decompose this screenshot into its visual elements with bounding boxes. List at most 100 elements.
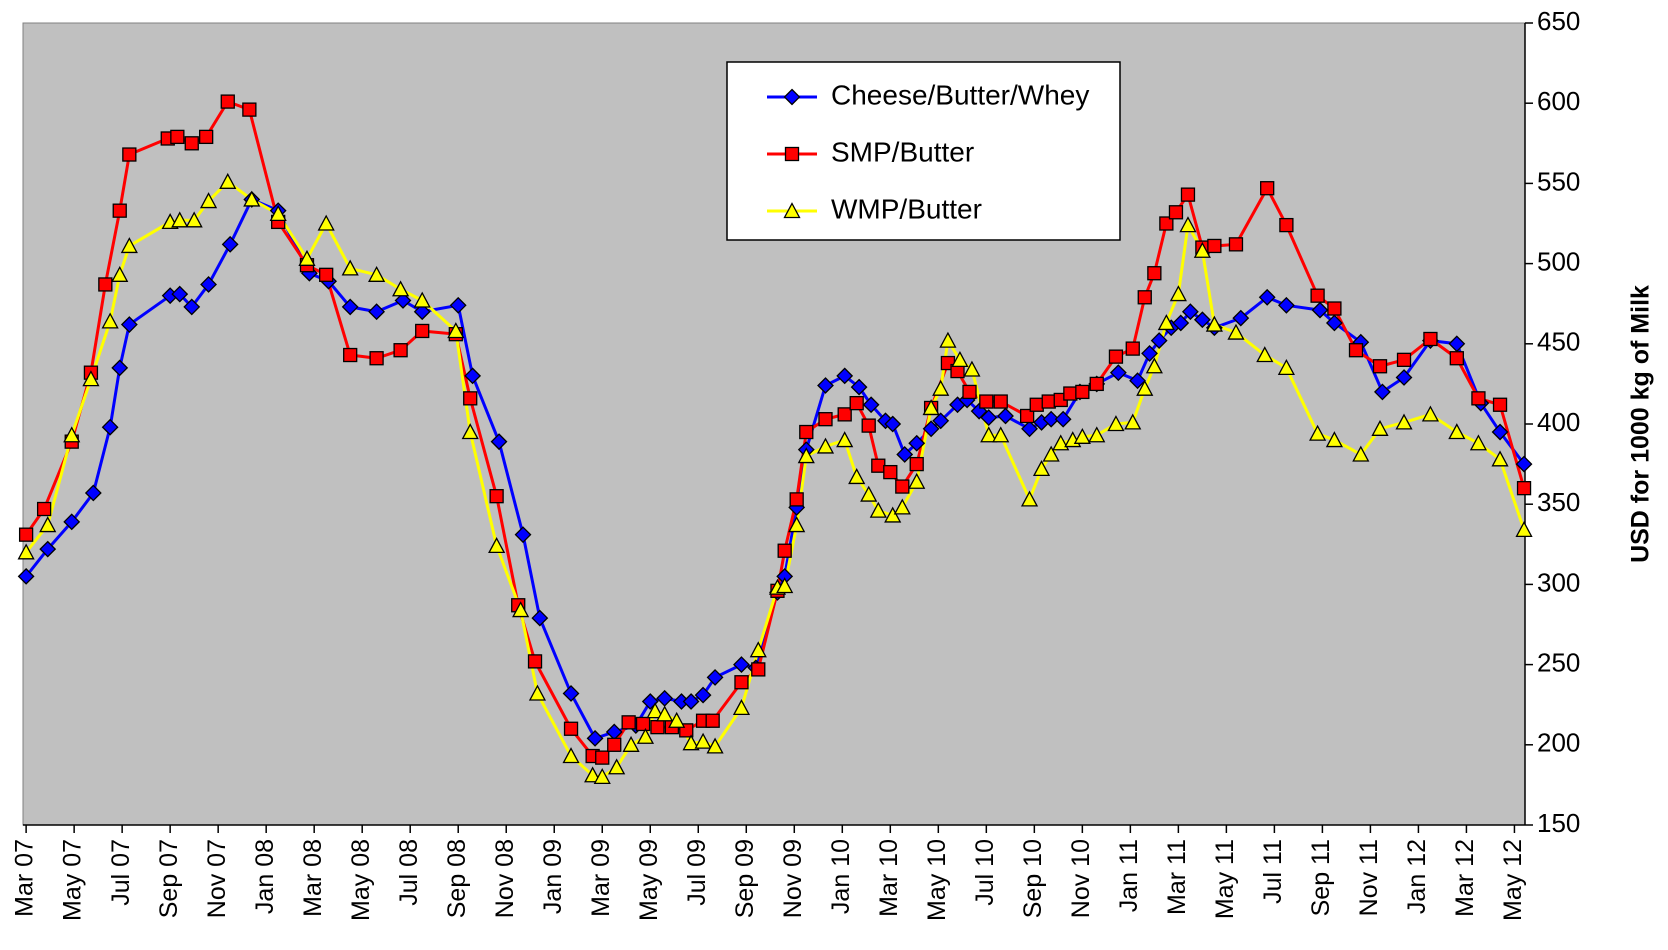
marker: [734, 675, 749, 690]
marker: [980, 409, 998, 427]
x-tick-label: May 10: [923, 839, 951, 921]
marker: [1193, 311, 1211, 329]
x-tick-label: Nov 11: [1355, 839, 1383, 916]
marker: [694, 686, 712, 704]
marker: [862, 396, 880, 414]
marker: [608, 758, 626, 775]
marker: [799, 424, 814, 440]
legend-label: Cheese/Butter/Whey: [831, 79, 1089, 110]
x-tick-label: Mar 10: [875, 839, 903, 917]
marker: [993, 394, 1008, 409]
marker: [184, 136, 199, 151]
marker: [199, 129, 214, 145]
x-tick-label: May 08: [347, 839, 375, 921]
marker: [393, 343, 408, 358]
marker: [17, 543, 35, 560]
x-tick-label: Sep 07: [155, 839, 183, 918]
marker: [368, 303, 386, 321]
x-tick-label: Mar 08: [299, 839, 327, 917]
marker: [1372, 359, 1388, 374]
marker: [636, 727, 655, 744]
marker: [1150, 332, 1168, 350]
y-tick-label: 550: [1537, 166, 1580, 196]
marker: [317, 214, 335, 231]
marker: [992, 426, 1010, 443]
marker: [489, 489, 504, 504]
legend-marker: [784, 146, 800, 162]
marker: [1088, 426, 1106, 443]
marker: [1193, 241, 1211, 258]
marker: [1491, 423, 1509, 441]
marker: [185, 211, 203, 228]
marker: [1373, 383, 1391, 401]
x-tick-label: Jan 09: [539, 839, 567, 914]
marker: [1052, 434, 1070, 451]
marker: [733, 656, 750, 674]
marker: [122, 147, 137, 162]
x-tick-label: Jan 12: [1403, 839, 1431, 914]
marker: [39, 540, 57, 558]
marker: [706, 669, 724, 686]
marker: [893, 498, 911, 515]
marker: [1279, 217, 1294, 233]
marker: [1125, 341, 1140, 356]
marker: [951, 350, 969, 367]
marker: [622, 735, 640, 752]
marker: [861, 418, 876, 433]
y-tick-label: 400: [1537, 407, 1580, 437]
marker: [1180, 187, 1196, 202]
marker: [1063, 386, 1078, 401]
marker: [797, 447, 815, 464]
marker: [932, 412, 950, 430]
marker: [1260, 181, 1275, 196]
marker: [84, 484, 102, 502]
marker: [1396, 352, 1412, 367]
marker: [751, 662, 766, 677]
marker: [171, 211, 189, 228]
marker: [1421, 405, 1440, 422]
marker: [922, 420, 940, 438]
marker: [98, 277, 113, 292]
marker: [584, 766, 602, 783]
y-tick-label: 650: [1537, 6, 1580, 36]
marker: [939, 331, 957, 348]
x-tick-label: Mar 07: [11, 839, 39, 917]
marker: [1089, 376, 1104, 392]
marker: [836, 367, 854, 385]
marker: [595, 750, 610, 765]
marker: [908, 434, 926, 452]
marker: [413, 291, 431, 308]
marker: [1448, 423, 1466, 440]
marker: [1073, 427, 1091, 444]
x-tick-label: Nov 09: [779, 839, 807, 918]
marker: [694, 732, 712, 749]
marker: [1019, 408, 1035, 424]
marker: [1021, 420, 1038, 438]
marker: [776, 577, 794, 594]
marker: [527, 654, 543, 669]
marker: [461, 423, 479, 440]
legend-label: SMP/Butter: [831, 136, 974, 167]
marker: [1172, 314, 1190, 332]
marker: [1109, 364, 1127, 382]
marker: [341, 298, 359, 316]
marker: [1107, 415, 1125, 432]
marker: [884, 415, 902, 433]
marker: [1179, 216, 1197, 233]
marker: [1168, 205, 1184, 220]
marker: [369, 351, 384, 366]
marker: [1277, 296, 1295, 314]
y-tick-label: 350: [1537, 487, 1580, 517]
marker: [219, 172, 237, 189]
x-tick-label: Sep 11: [1307, 839, 1335, 916]
marker: [682, 693, 700, 710]
marker: [1181, 303, 1199, 321]
marker: [514, 526, 532, 544]
marker: [646, 702, 664, 719]
marker: [860, 485, 878, 502]
x-tick-label: Mar 12: [1451, 839, 1479, 917]
marker: [932, 379, 950, 396]
marker: [586, 729, 604, 747]
x-tick-label: May 09: [635, 839, 663, 921]
